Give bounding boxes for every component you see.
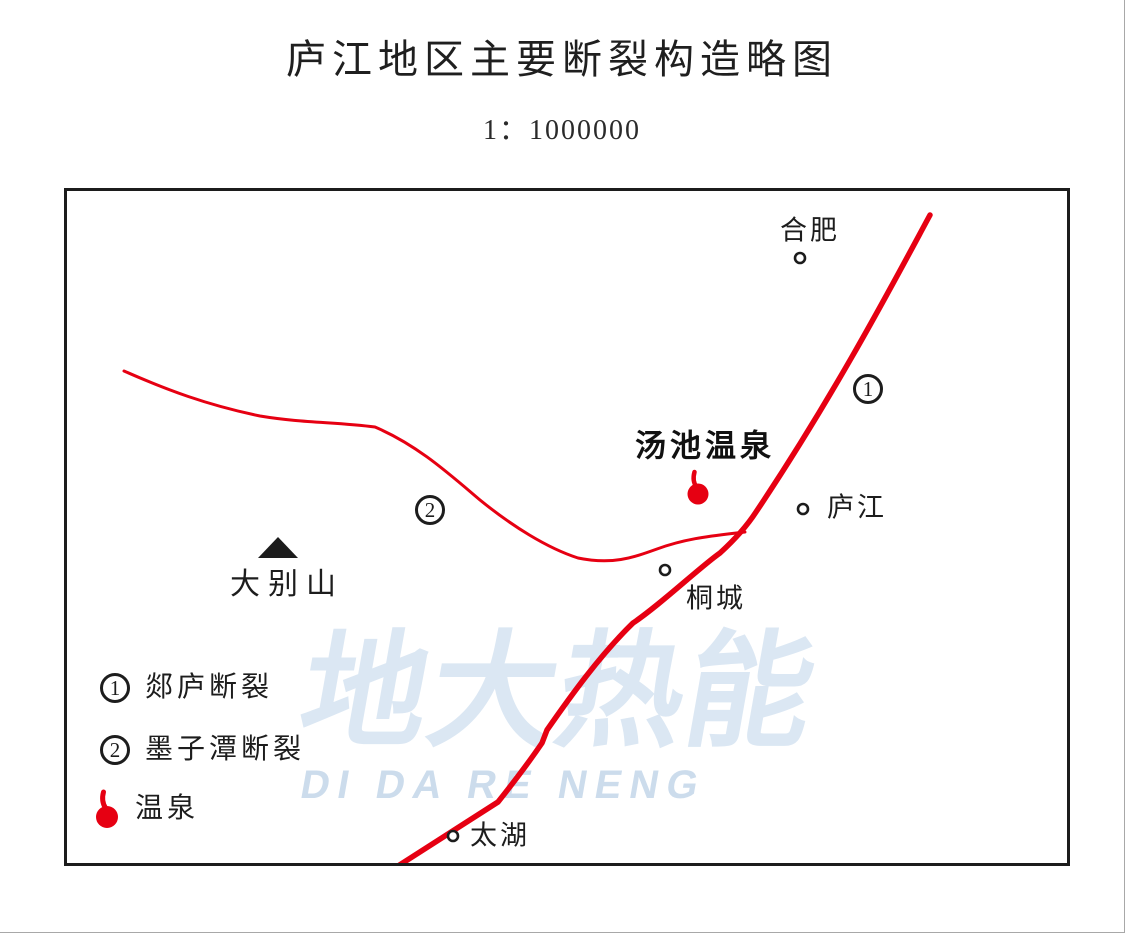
fault1-number-badge: 1	[853, 374, 883, 404]
lujiang-label: 庐江	[827, 492, 887, 523]
fault1-line	[397, 212, 933, 863]
mountain-peak-icon	[258, 537, 298, 558]
legend-fault2-badge: 2	[100, 735, 130, 765]
legend-fault1-label: 郯庐断裂	[145, 672, 274, 703]
lujiang-marker-icon	[796, 502, 810, 516]
legend-hot-spring-icon	[96, 789, 118, 828]
map-scale: 1：1000000	[482, 115, 641, 146]
map-canvas: 地大热能 DI DA RE NENG 合肥 庐江 桐城 太湖	[64, 188, 1070, 866]
legend-item-fault1: 1 郯庐断裂	[100, 673, 273, 703]
legend-fault1-badge: 1	[100, 673, 130, 703]
map-title: 庐江地区主要断裂构造略图	[286, 37, 838, 82]
legend-item-fault2: 2 墨子潭断裂	[100, 735, 305, 765]
map-linework	[122, 212, 933, 863]
dabieshan-label: 大别山	[230, 568, 344, 601]
hefei-label: 合肥	[780, 215, 840, 246]
tongcheng-label: 桐城	[686, 583, 746, 614]
fault2-number-badge: 2	[415, 495, 445, 525]
legend-fault2-label: 墨子潭断裂	[145, 734, 306, 765]
tangchi-spring-label: 汤池温泉	[635, 428, 775, 464]
tongcheng-marker-icon	[658, 563, 672, 577]
taihu-label: 太湖	[470, 820, 530, 851]
hot-spring-icon	[687, 469, 709, 505]
header: 庐江地区主要断裂构造略图 1：1000000	[0, 0, 1124, 148]
hefei-marker-icon	[793, 251, 807, 265]
fault2-line	[122, 369, 747, 563]
taihu-marker-icon	[446, 829, 460, 843]
legend-spring-label: 温泉	[135, 793, 200, 824]
legend-item-spring: 温泉	[94, 787, 199, 831]
